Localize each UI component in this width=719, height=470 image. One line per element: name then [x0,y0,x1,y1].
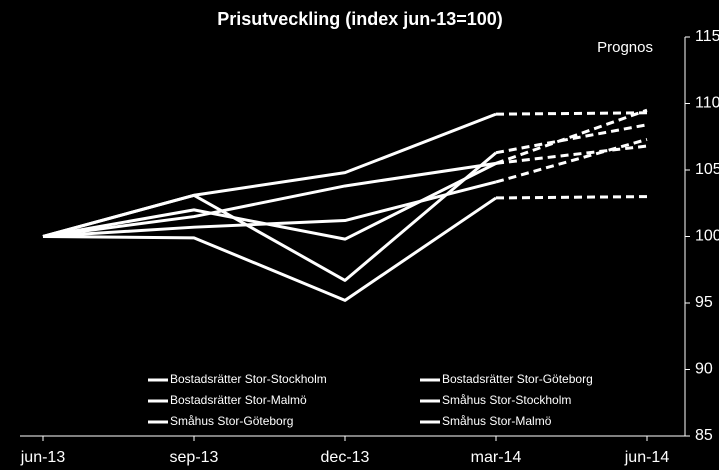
series-line [42,180,497,238]
legend-label: Bostadsrätter Stor-Malmö [170,393,307,407]
legend-label: Bostadsrätter Stor-Göteborg [442,372,593,386]
y-tick-label: 115 [695,28,719,45]
x-tick-label: jun-14 [624,449,670,466]
series-line [42,161,497,238]
series-line [42,112,497,238]
annotation: Prognos [597,39,653,56]
x-tick-label: mar-14 [471,449,522,466]
legend-label: Småhus Stor-Stockholm [442,393,571,407]
chart-title: Prisutveckling (index jun-13=100) [217,9,503,29]
series-line [42,196,497,302]
y-tick-label: 90 [695,361,713,378]
y-tick-label: 110 [695,95,719,112]
x-tick-label: jun-13 [20,449,66,466]
y-tick-label: 105 [695,161,719,178]
legend-label: Bostadsrätter Stor-Stockholm [170,372,327,386]
y-tick-label: 85 [695,427,713,444]
y-tick-label: 95 [695,294,713,311]
y-tick-label: 100 [695,228,719,245]
legend-label: Småhus Stor-Malmö [442,414,552,428]
x-tick-label: dec-13 [321,449,370,466]
x-tick-label: sep-13 [170,449,219,466]
legend-label: Småhus Stor-Göteborg [170,414,293,428]
forecast-line [495,108,648,165]
forecast-line [495,137,648,184]
